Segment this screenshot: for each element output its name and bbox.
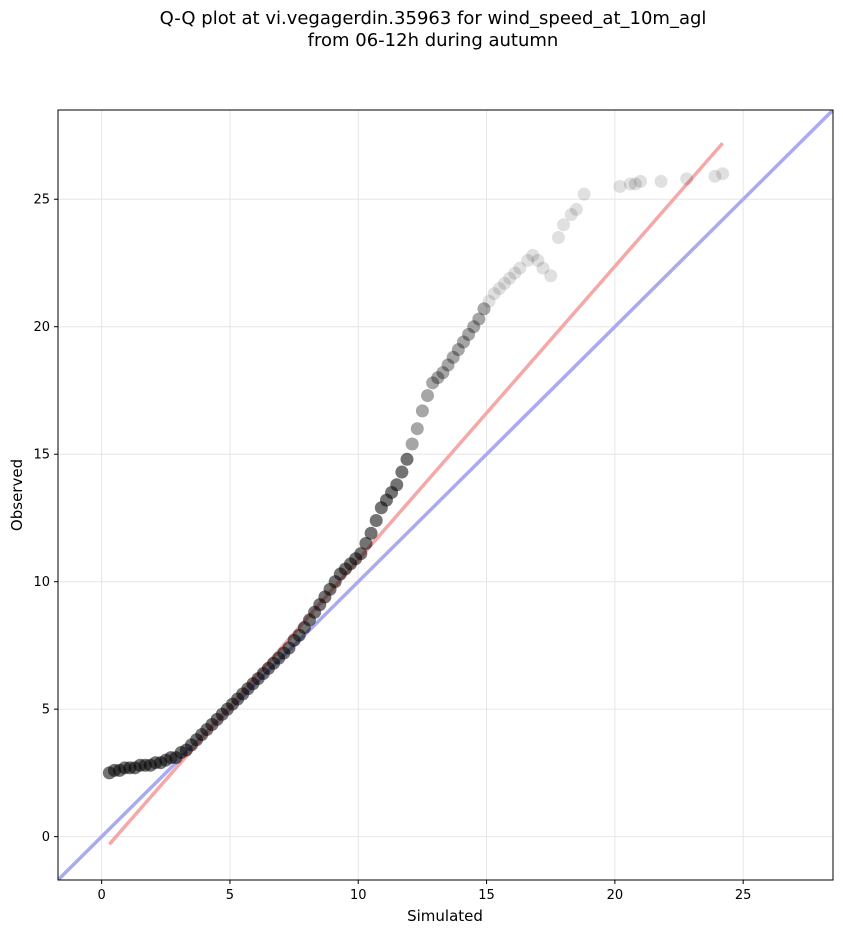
data-point bbox=[426, 376, 440, 390]
y-tick-label: 15 bbox=[33, 448, 50, 463]
data-point bbox=[462, 327, 476, 341]
x-tick-label: 15 bbox=[478, 888, 495, 903]
chart-subtitle: from 06-12h during autumn bbox=[307, 30, 559, 51]
x-tick-label: 20 bbox=[607, 888, 624, 903]
data-point bbox=[716, 167, 730, 181]
chart-title: Q-Q plot at vi.vegagerdin.35963 for wind… bbox=[159, 8, 707, 29]
data-point bbox=[492, 281, 506, 295]
data-points bbox=[102, 167, 730, 780]
x-tick-label: 0 bbox=[97, 888, 105, 903]
data-point bbox=[487, 287, 501, 301]
y-tick-label: 0 bbox=[42, 830, 50, 845]
x-tick-label: 10 bbox=[350, 888, 367, 903]
data-point bbox=[421, 389, 435, 403]
data-point bbox=[451, 343, 465, 357]
data-point bbox=[369, 513, 383, 527]
data-point bbox=[477, 302, 491, 316]
data-point bbox=[564, 208, 578, 222]
data-point bbox=[536, 261, 550, 275]
data-point bbox=[359, 536, 373, 550]
data-point bbox=[508, 266, 522, 280]
data-point bbox=[577, 187, 591, 201]
data-point bbox=[654, 174, 668, 188]
data-point bbox=[551, 230, 565, 244]
data-point bbox=[613, 179, 627, 193]
chart-title-block: Q-Q plot at vi.vegagerdin.35963 for wind… bbox=[0, 8, 843, 52]
data-point bbox=[628, 177, 642, 191]
data-point bbox=[410, 422, 424, 436]
data-point bbox=[354, 547, 368, 561]
data-point bbox=[557, 218, 571, 232]
x-tick-label: 5 bbox=[226, 888, 234, 903]
data-point bbox=[415, 404, 429, 418]
plot-frame bbox=[57, 109, 834, 881]
data-point bbox=[400, 452, 414, 466]
data-point bbox=[569, 202, 583, 216]
data-point bbox=[623, 177, 637, 191]
data-point bbox=[680, 172, 694, 186]
data-point bbox=[456, 335, 470, 349]
data-point bbox=[446, 350, 460, 364]
x-axis-label: Simulated bbox=[407, 907, 483, 925]
data-point bbox=[441, 358, 455, 372]
y-tick-label: 5 bbox=[42, 703, 50, 718]
y-tick-label: 25 bbox=[33, 193, 50, 208]
data-point bbox=[395, 465, 409, 479]
data-point bbox=[498, 276, 512, 290]
data-point bbox=[436, 366, 450, 380]
data-point bbox=[513, 261, 527, 275]
grid bbox=[58, 110, 833, 880]
axis-ticks: 0 5 10 15 20 25 0 5 10 15 20 25 bbox=[33, 193, 751, 903]
x-tick-label: 25 bbox=[735, 888, 752, 903]
reference-lines bbox=[58, 110, 833, 880]
data-point bbox=[431, 371, 445, 385]
y-tick-label: 20 bbox=[33, 320, 50, 335]
data-point bbox=[521, 253, 535, 267]
data-point bbox=[634, 174, 648, 188]
data-point bbox=[482, 294, 496, 308]
data-point bbox=[467, 320, 481, 334]
data-point bbox=[526, 248, 540, 262]
y-axis-label: Observed bbox=[8, 459, 26, 531]
data-point bbox=[544, 269, 558, 283]
data-point bbox=[531, 253, 545, 267]
data-point bbox=[405, 437, 419, 451]
data-point bbox=[364, 526, 378, 540]
data-point bbox=[708, 169, 722, 183]
data-point bbox=[472, 312, 486, 326]
data-point bbox=[390, 478, 404, 492]
y-tick-label: 10 bbox=[33, 575, 50, 590]
data-point bbox=[503, 271, 517, 285]
identity-line bbox=[58, 110, 833, 880]
